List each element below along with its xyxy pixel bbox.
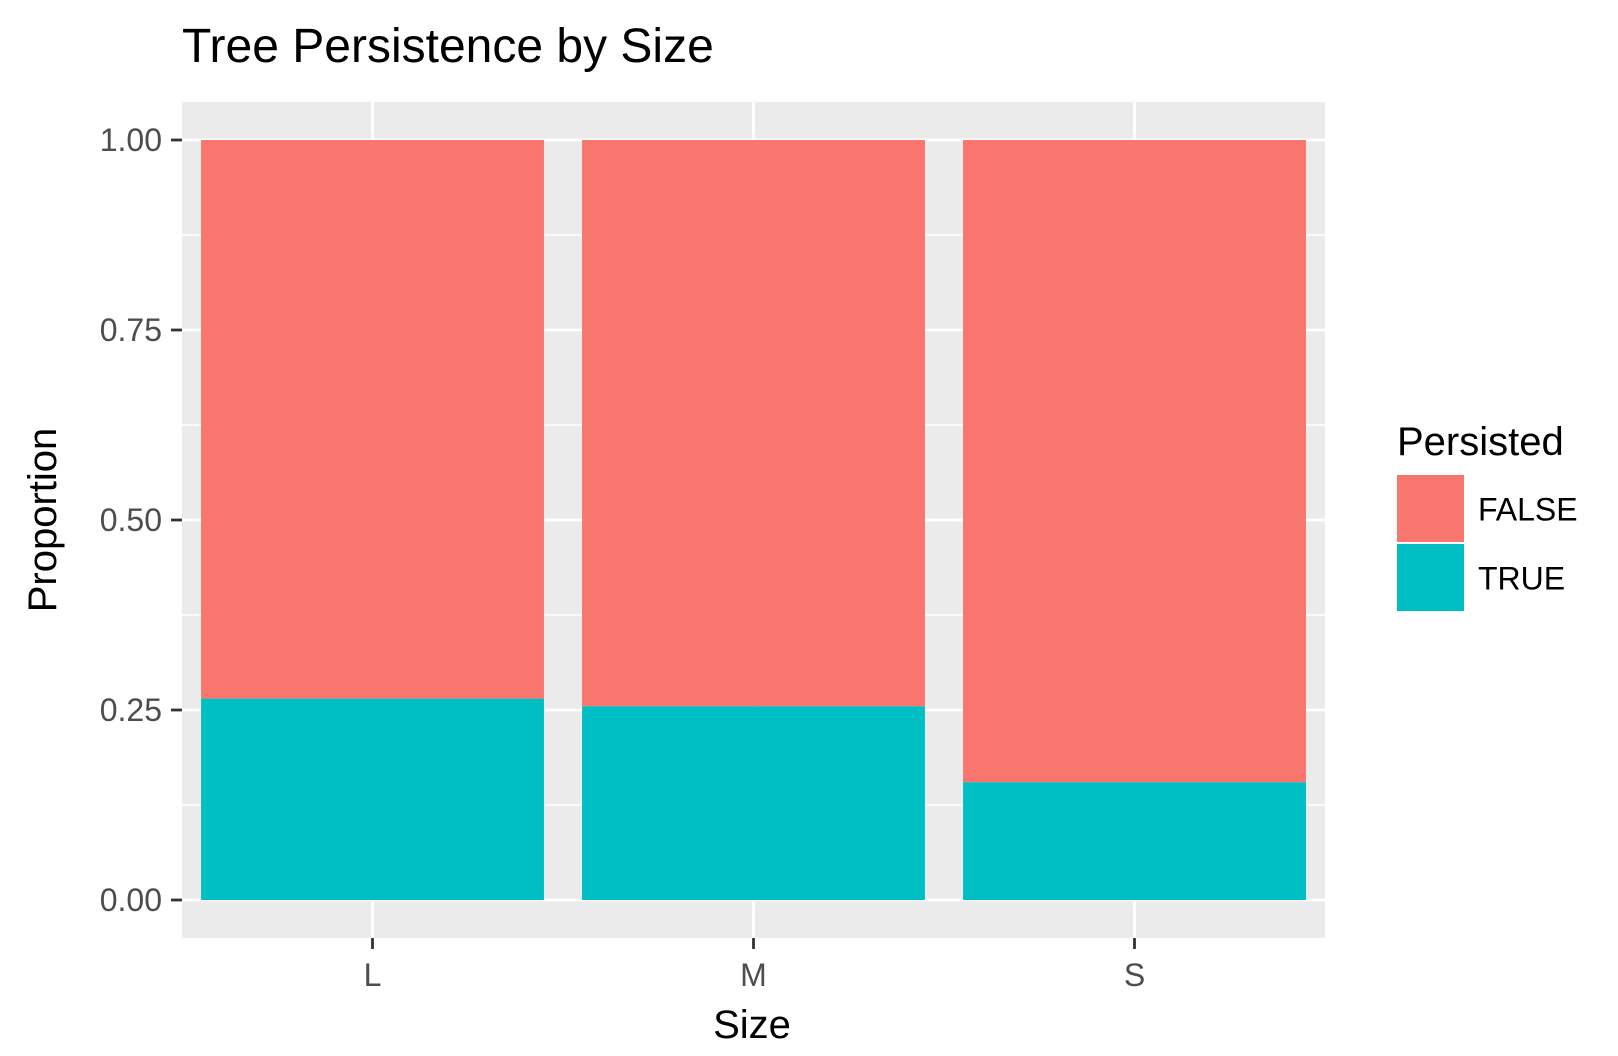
x-axis-title: Size [713,1003,791,1047]
y-tick-label: 0.75 [100,312,162,348]
y-axis-title: Proportion [21,428,65,613]
legend-key-false [1397,475,1464,542]
bar-m-true [582,706,925,900]
legend-key-true [1397,544,1464,611]
legend-title: Persisted [1397,420,1564,464]
x-tick-label: M [740,957,767,993]
legend-label-false: FALSE [1478,492,1578,528]
y-tick-label: 0.50 [100,502,162,538]
bar-l-true [201,698,544,900]
y-tick-label: 0.25 [100,692,162,728]
chart-title: Tree Persistence by Size [182,20,714,73]
bar-s-true [963,782,1306,900]
bar-m-false [582,140,925,707]
y-axis: 0.00 0.25 0.50 0.75 1.00 [100,122,182,918]
bars [201,140,1306,900]
x-tick-label: L [364,957,382,993]
bar-s-false [963,140,1306,783]
legend: Persisted FALSE TRUE [1397,420,1578,611]
y-tick-label: 1.00 [100,122,162,158]
x-tick-label: S [1124,957,1145,993]
legend-label-true: TRUE [1478,561,1565,597]
bar-l-false [201,140,544,699]
y-tick-label: 0.00 [100,882,162,918]
